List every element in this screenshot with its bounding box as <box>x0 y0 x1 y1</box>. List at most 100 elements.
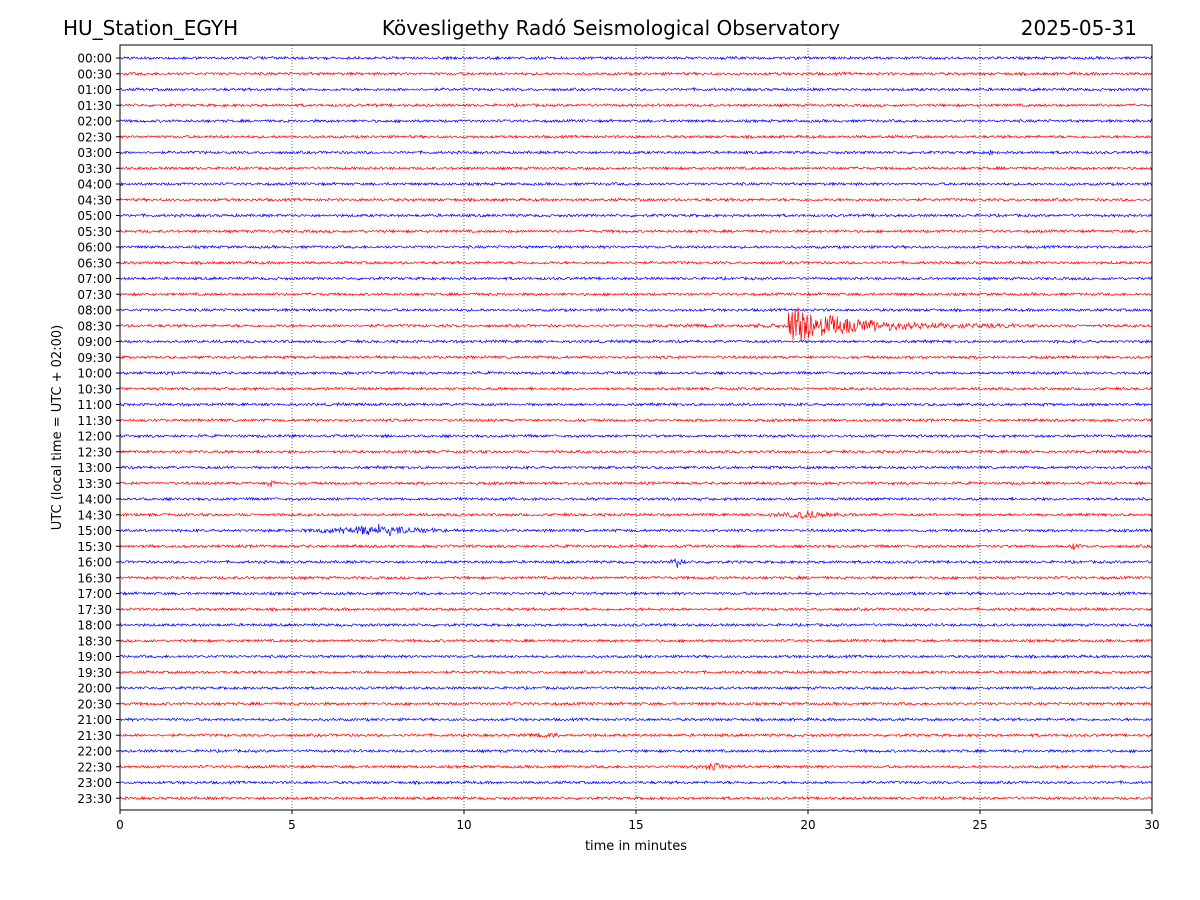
x-tick-label: 5 <box>288 818 296 832</box>
trace-line <box>119 510 1153 519</box>
trace-line <box>119 590 1153 597</box>
row-label: 22:30 <box>77 760 112 774</box>
trace-line <box>119 260 1153 266</box>
trace-line <box>119 165 1153 171</box>
x-tick-label: 20 <box>800 818 815 832</box>
row-label: 18:30 <box>77 634 112 648</box>
row-label: 19:30 <box>77 666 112 680</box>
trace-line <box>119 449 1153 455</box>
row-label: 02:00 <box>77 115 112 129</box>
trace-line <box>119 496 1153 502</box>
row-label: 04:00 <box>77 178 112 192</box>
trace-line <box>119 354 1153 360</box>
row-label: 21:00 <box>77 713 112 727</box>
observatory-title: Kövesligethy Radó Seismological Observat… <box>381 16 841 40</box>
row-label: 19:00 <box>77 650 112 664</box>
row-label: 06:00 <box>77 241 112 255</box>
trace-line <box>119 748 1153 754</box>
row-label: 12:00 <box>77 430 112 444</box>
trace-line <box>119 622 1153 628</box>
trace-line <box>119 558 1153 569</box>
row-label: 21:30 <box>77 729 112 743</box>
trace-line <box>119 149 1153 156</box>
row-label: 09:30 <box>77 351 112 365</box>
trace-line <box>119 762 1153 771</box>
row-label: 13:30 <box>77 477 112 491</box>
row-label: 02:30 <box>77 130 112 144</box>
row-label: 07:00 <box>77 272 112 286</box>
trace-line <box>119 55 1153 61</box>
row-label: 05:00 <box>77 209 112 223</box>
row-label: 17:30 <box>77 603 112 617</box>
trace-line <box>119 701 1153 707</box>
row-label: 23:00 <box>77 776 112 790</box>
trace-line <box>119 181 1153 187</box>
row-label: 03:00 <box>77 146 112 160</box>
trace-line <box>120 575 1153 581</box>
trace-line <box>119 71 1153 77</box>
row-label: 01:00 <box>77 83 112 97</box>
x-tick-label: 15 <box>628 818 643 832</box>
trace-line <box>119 370 1153 376</box>
row-label: 01:30 <box>77 99 112 113</box>
trace-line <box>119 118 1153 124</box>
row-label: 17:00 <box>77 587 112 601</box>
trace-line <box>119 523 1153 537</box>
trace-line <box>119 291 1153 297</box>
row-label: 08:30 <box>77 319 112 333</box>
trace-line <box>119 228 1153 234</box>
row-label: 16:00 <box>77 556 112 570</box>
trace-line <box>119 401 1153 408</box>
trace-line <box>119 417 1153 423</box>
trace-line <box>119 479 1153 488</box>
row-label: 09:00 <box>77 335 112 349</box>
row-label: 07:30 <box>77 288 112 302</box>
trace-line <box>119 685 1153 691</box>
x-axis-label: time in minutes <box>585 839 687 854</box>
trace-line <box>119 338 1153 345</box>
trace-line <box>119 307 1153 342</box>
trace-line <box>119 543 1153 551</box>
row-label: 11:00 <box>77 398 112 412</box>
row-label: 00:30 <box>77 67 112 81</box>
trace-line <box>119 795 1153 801</box>
row-label: 08:00 <box>77 304 112 318</box>
row-label: 11:30 <box>77 414 112 428</box>
row-label: 20:00 <box>77 682 112 696</box>
row-label: 18:00 <box>77 619 112 633</box>
row-label: 20:30 <box>77 697 112 711</box>
trace-line <box>119 307 1153 313</box>
trace-line <box>119 134 1153 140</box>
trace-line <box>119 779 1153 786</box>
trace-line <box>119 244 1153 250</box>
row-label: 22:00 <box>77 745 112 759</box>
trace-line <box>119 653 1153 660</box>
station-label: HU_Station_EGYH <box>63 16 239 40</box>
trace-line <box>119 102 1153 108</box>
row-label: 04:30 <box>77 193 112 207</box>
row-label: 03:30 <box>77 162 112 176</box>
row-label: 15:30 <box>77 540 112 554</box>
trace-line <box>119 464 1153 471</box>
trace-line <box>119 606 1153 612</box>
trace-line <box>119 732 1153 739</box>
x-tick-label: 10 <box>456 818 471 832</box>
x-tick-label: 25 <box>972 818 987 832</box>
trace-line <box>119 716 1153 723</box>
y-axis-label: UTC (local time = UTC + 02:00) <box>50 325 65 530</box>
row-label: 13:00 <box>77 461 112 475</box>
trace-line <box>119 275 1153 282</box>
row-label: 12:30 <box>77 445 112 459</box>
row-label: 00:00 <box>77 52 112 66</box>
row-label: 10:00 <box>77 367 112 381</box>
row-label: 06:30 <box>77 256 112 270</box>
row-label: 15:00 <box>77 524 112 538</box>
trace-line <box>119 86 1153 93</box>
row-label: 14:00 <box>77 493 112 507</box>
trace-line <box>119 212 1153 219</box>
trace-line <box>119 669 1153 675</box>
row-label: 16:30 <box>77 571 112 585</box>
x-tick-label: 30 <box>1144 818 1159 832</box>
trace-line <box>119 433 1153 439</box>
